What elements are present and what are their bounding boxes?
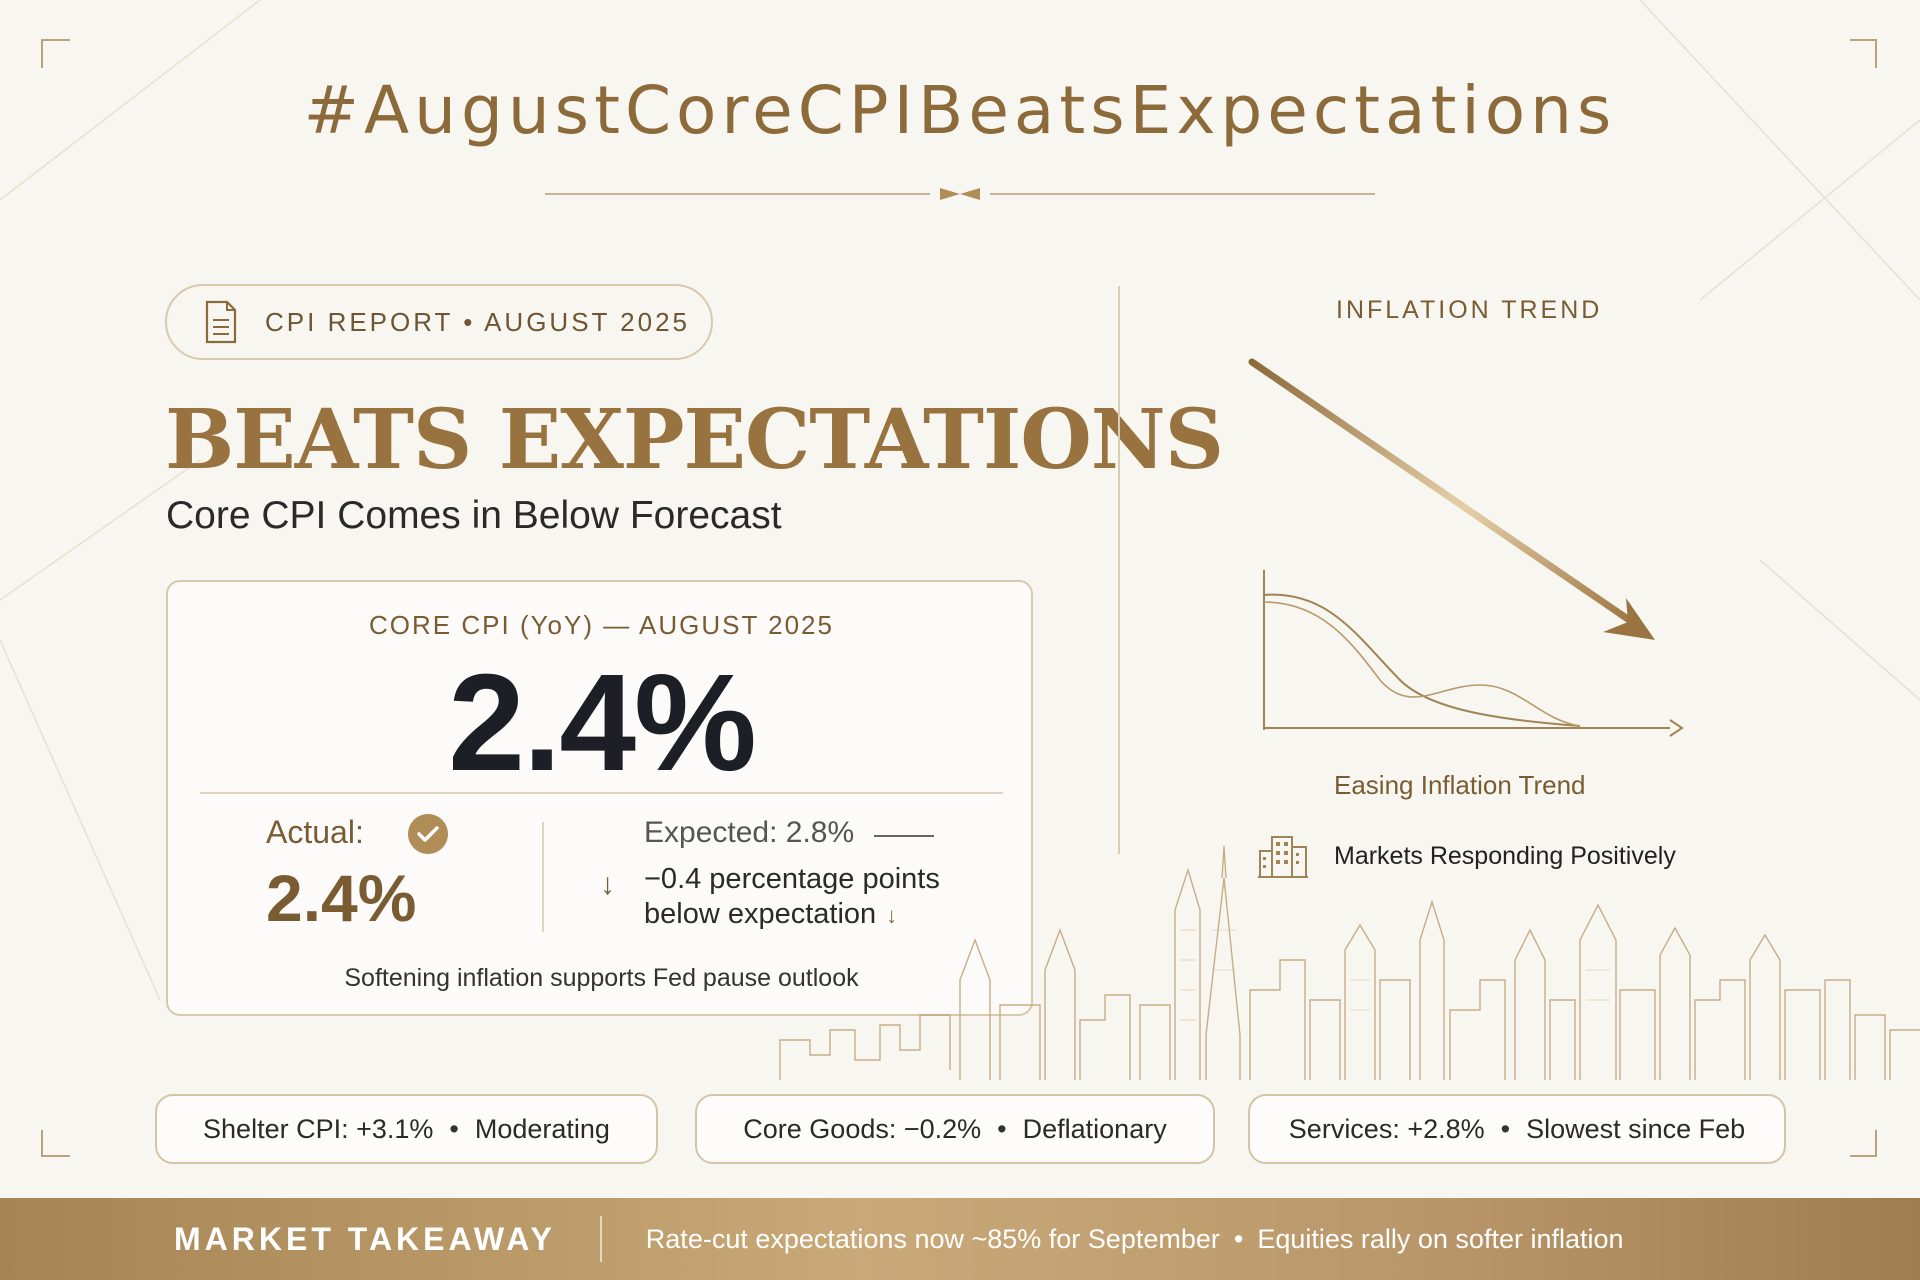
stat-services: Services: +2.8% • Slowest since Feb	[1248, 1094, 1786, 1164]
delta-text: −0.4 percentage points below expectation…	[644, 862, 984, 933]
expected-dash	[874, 835, 934, 837]
check-icon	[408, 814, 448, 854]
core-cpi-card: CORE CPI (YoY) — AUGUST 2025 2.4% Actual…	[166, 580, 1033, 1016]
section-divider	[1118, 286, 1120, 854]
report-tag: CPI REPORT • AUGUST 2025	[165, 284, 713, 360]
card-divider	[200, 792, 1003, 794]
stat-shelter-detail: Moderating	[474, 1113, 610, 1144]
stat-shelter-value: Shelter CPI: +3.1%	[203, 1113, 434, 1144]
corner-ornament-top-left	[41, 39, 70, 68]
headline: BEATS EXPECTATIONS	[165, 392, 1224, 488]
city-skyline-illustration	[779, 845, 1920, 1080]
card-label: CORE CPI (YoY) — AUGUST 2025	[369, 610, 834, 640]
trend-axis-x-arrowhead	[1669, 719, 1684, 737]
trend-arrow	[1248, 358, 1642, 630]
footer-separator: •	[1233, 1223, 1244, 1254]
trend-line-1	[1263, 593, 1581, 727]
footer-label: MARKET TAKEAWAY	[174, 1220, 556, 1257]
title-divider	[545, 188, 1375, 200]
stat-separator: •	[449, 1113, 459, 1144]
stat-separator: •	[997, 1113, 1007, 1144]
stat-services-detail: Slowest since Feb	[1526, 1113, 1746, 1144]
stat-core-goods: Core Goods: −0.2% • Deflationary	[695, 1094, 1215, 1164]
building-icon	[1258, 836, 1308, 878]
document-icon	[205, 300, 237, 344]
actual-label: Actual:	[266, 814, 364, 850]
stat-core-goods-value: Core Goods: −0.2%	[743, 1113, 982, 1144]
delta-line-1: −0.4 percentage points	[644, 863, 940, 895]
trend-arrow-head	[1603, 598, 1655, 640]
core-cpi-value: 2.4%	[448, 646, 757, 800]
footer-text: Rate-cut expectations now ~85% for Septe…	[646, 1224, 1624, 1255]
footer-text-1: Rate-cut expectations now ~85% for Septe…	[645, 1223, 1220, 1254]
trend-title: INFLATION TREND	[1336, 296, 1603, 324]
markets-text: Markets Responding Positively	[1334, 842, 1676, 870]
hashtag-title: #AugustCoreCPIBeatsExpectations	[303, 72, 1617, 149]
footer-text-2: Equities rally on softer inflation	[1257, 1223, 1624, 1254]
card-note: Softening inflation supports Fed pause o…	[344, 964, 859, 992]
actual-value: 2.4%	[266, 861, 417, 935]
delta-line-2: below expectation ↓	[644, 897, 984, 933]
report-tag-label: CPI REPORT • AUGUST 2025	[265, 306, 691, 337]
stat-core-goods-detail: Deflationary	[1022, 1113, 1167, 1144]
stat-shelter: Shelter CPI: +3.1% • Moderating	[155, 1094, 658, 1164]
inflation-trend-graphic	[1248, 358, 1684, 737]
stat-separator: •	[1500, 1113, 1511, 1144]
market-takeaway-footer: MARKET TAKEAWAY Rate-cut expectations no…	[0, 1198, 1920, 1280]
footer-divider	[599, 1216, 602, 1262]
stat-services-value: Services: +2.8%	[1288, 1113, 1485, 1144]
subheadline: Core CPI Comes in Below Forecast	[166, 494, 782, 537]
delta-line-2-text: below expectation	[644, 898, 877, 930]
small-down-arrow-icon: ↓	[886, 903, 898, 928]
card-vertical-divider	[542, 822, 544, 932]
trend-line-2	[1263, 601, 1581, 727]
expected-value: Expected: 2.8%	[644, 816, 855, 849]
trend-caption: Easing Inflation Trend	[1334, 770, 1586, 800]
down-arrow-icon: ↓	[600, 868, 615, 901]
corner-ornament-top-right	[1850, 39, 1877, 68]
